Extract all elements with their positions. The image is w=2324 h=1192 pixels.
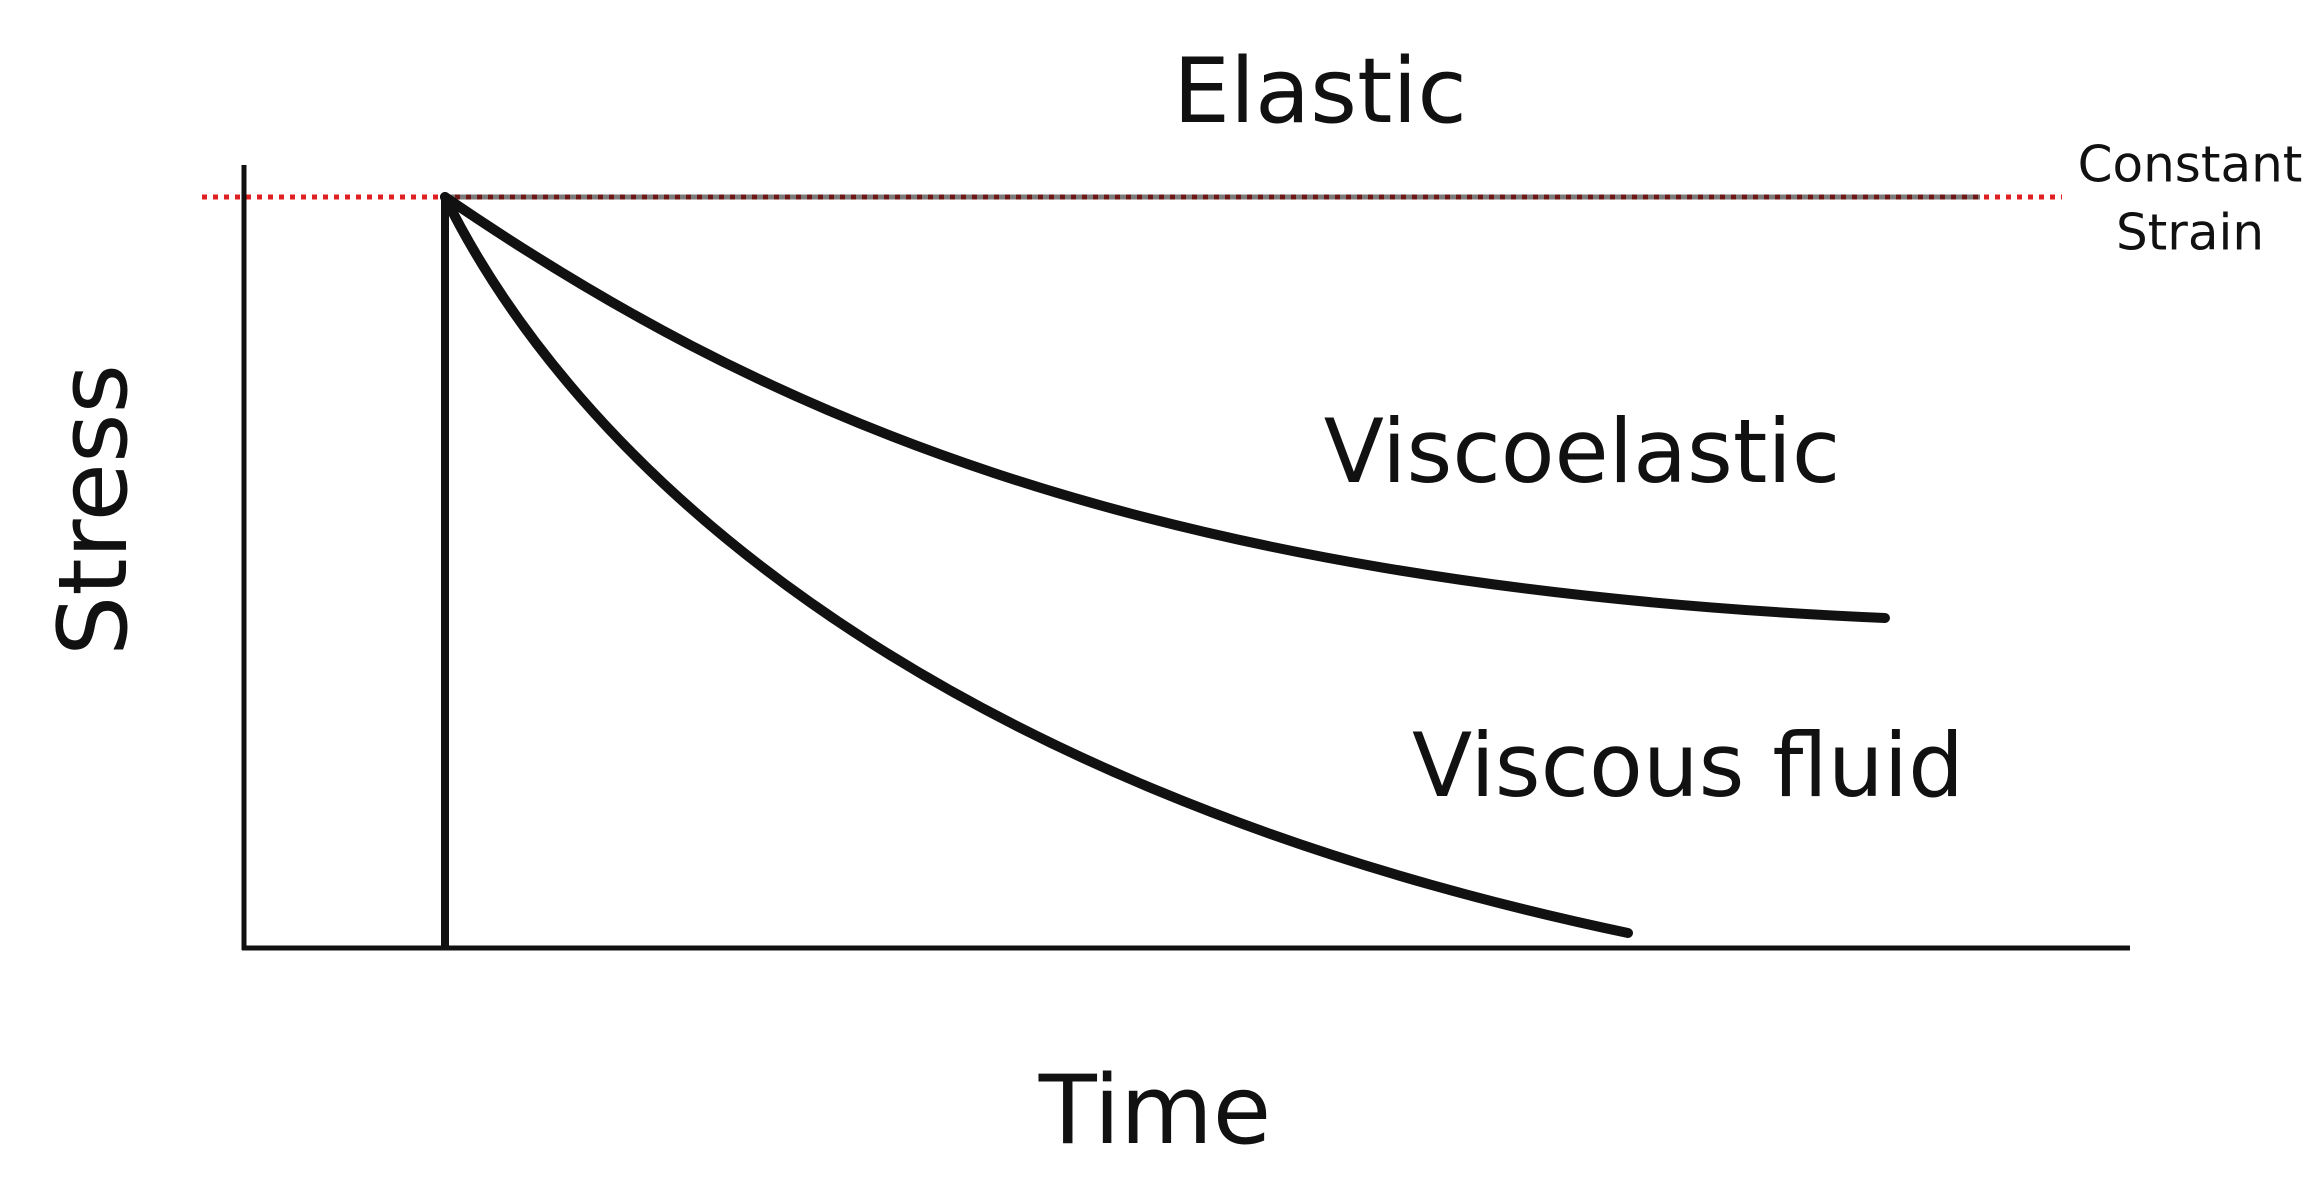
curve-label: Viscous fluid bbox=[1412, 714, 1964, 817]
title: Elastic bbox=[1173, 39, 1467, 144]
viscous-curve bbox=[440, 192, 1633, 938]
reference-label: Constant bbox=[2078, 136, 2303, 194]
y-axis-label: Stress bbox=[39, 364, 149, 656]
x-axis-label: Time bbox=[1038, 1056, 1272, 1166]
viscoelastic-curve bbox=[440, 192, 1890, 623]
curve-label: Viscoelastic bbox=[1324, 400, 1840, 503]
reference-label: Strain bbox=[2116, 204, 2264, 262]
